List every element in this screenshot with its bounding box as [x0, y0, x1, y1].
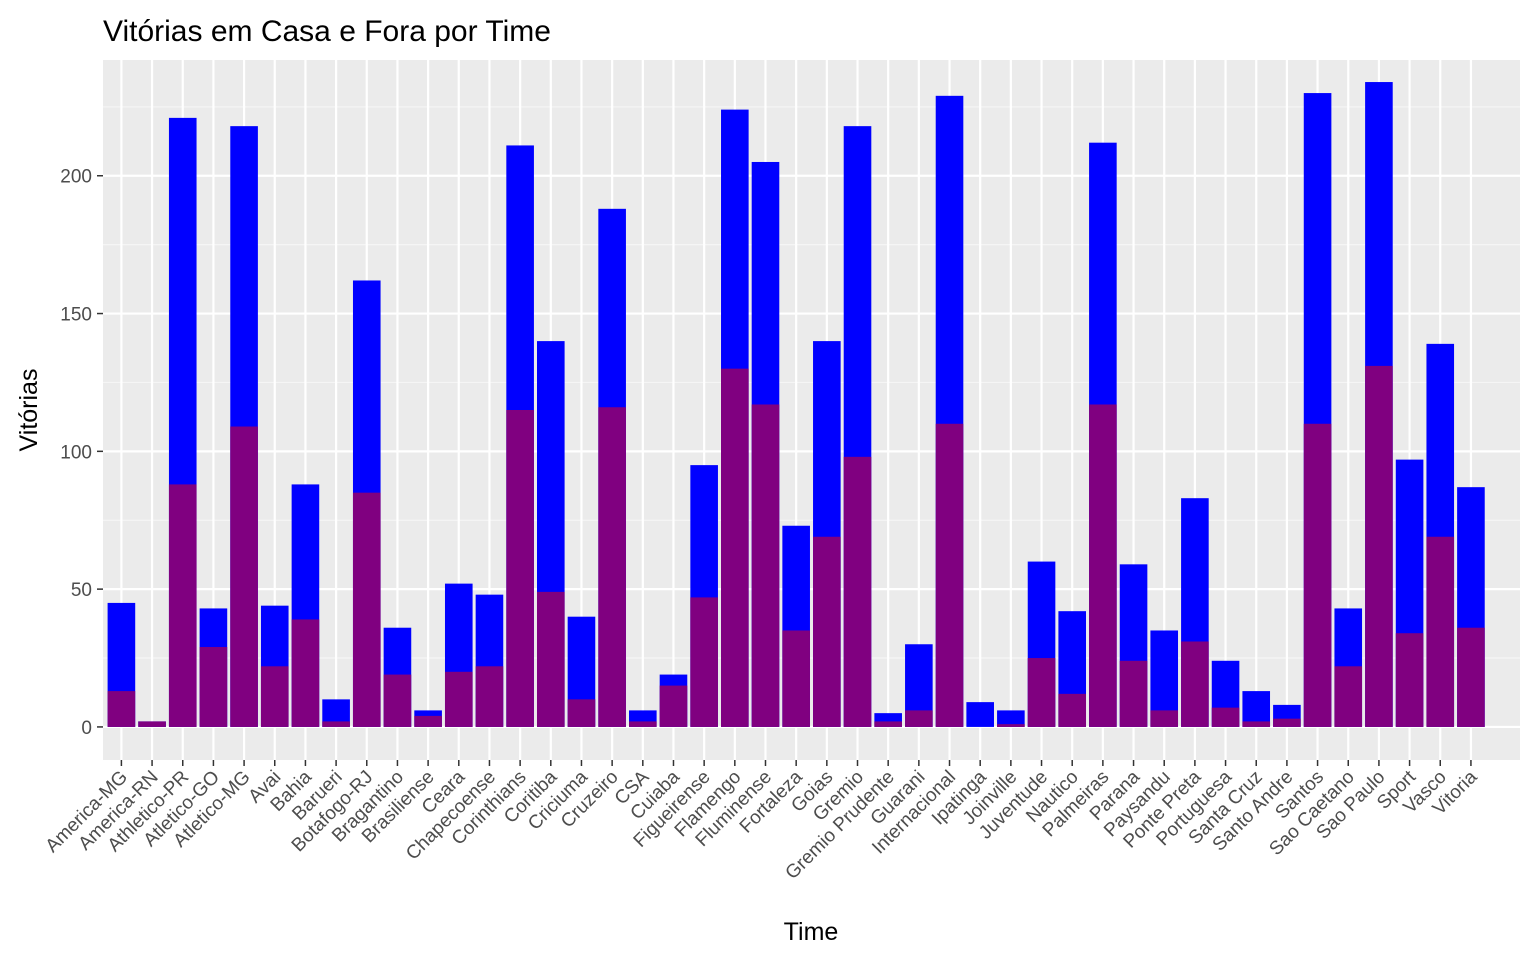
bar-home	[414, 715, 442, 727]
bar-home	[444, 671, 473, 727]
x-axis-title: Time	[784, 918, 839, 946]
bar-home	[1211, 707, 1240, 727]
bar-home	[291, 619, 320, 727]
bar-home	[383, 674, 412, 727]
bar-home	[874, 721, 902, 727]
bar-home	[1119, 660, 1148, 727]
bar-home	[629, 721, 657, 727]
bar-home	[1395, 633, 1424, 727]
bar-home	[230, 426, 258, 727]
bar-home	[1457, 627, 1485, 727]
bar-total	[997, 710, 1025, 727]
bar-home	[659, 685, 688, 727]
bar-total	[966, 702, 994, 727]
bar-home	[260, 666, 289, 727]
bar-home	[107, 691, 136, 727]
bar-home	[721, 368, 749, 727]
bar-home	[997, 724, 1025, 727]
bar-home	[782, 630, 810, 727]
bar-home	[1027, 658, 1056, 727]
x-axis: America-MGAmerica-RNAthletico-PRAtletico…	[42, 760, 1482, 884]
bar-home	[322, 721, 350, 727]
bar-home	[598, 407, 626, 727]
bar-home	[506, 410, 534, 727]
y-tick-label: 200	[60, 167, 92, 188]
bar-home	[199, 647, 228, 727]
bar-home	[1089, 404, 1117, 727]
chart-title: Vitórias em Casa e Fora por Time	[103, 15, 551, 48]
bar-home	[690, 597, 718, 727]
bar-home	[843, 456, 872, 727]
bar-home	[1273, 718, 1301, 727]
bar-home	[567, 699, 596, 727]
bar-home	[475, 666, 504, 727]
bar-home	[536, 591, 565, 727]
bar-home	[1150, 710, 1179, 727]
bar-home	[138, 721, 166, 727]
bar-home	[1426, 536, 1455, 727]
bar-home	[1334, 666, 1363, 727]
bar-home	[905, 710, 933, 727]
bar-home	[352, 492, 381, 727]
bar-total	[1242, 691, 1271, 727]
y-tick-label: 50	[71, 580, 92, 601]
bar-home	[751, 404, 780, 727]
bar-home	[1242, 721, 1271, 727]
bar-home	[935, 423, 964, 727]
grid-minor	[103, 106, 1520, 659]
y-tick-label: 150	[60, 305, 92, 326]
bar-home	[813, 536, 841, 727]
bar-home	[1303, 423, 1332, 727]
y-tick-label: 0	[81, 718, 92, 739]
y-tick-label: 100	[60, 442, 92, 463]
bars	[107, 82, 1485, 727]
bar-home	[1365, 365, 1393, 727]
bar-home	[1181, 641, 1209, 727]
bar-home	[168, 484, 197, 727]
bar-home	[1058, 693, 1087, 727]
y-axis: 0 50 100 150 200	[60, 167, 103, 739]
y-axis-title: Vitórias	[15, 369, 43, 452]
